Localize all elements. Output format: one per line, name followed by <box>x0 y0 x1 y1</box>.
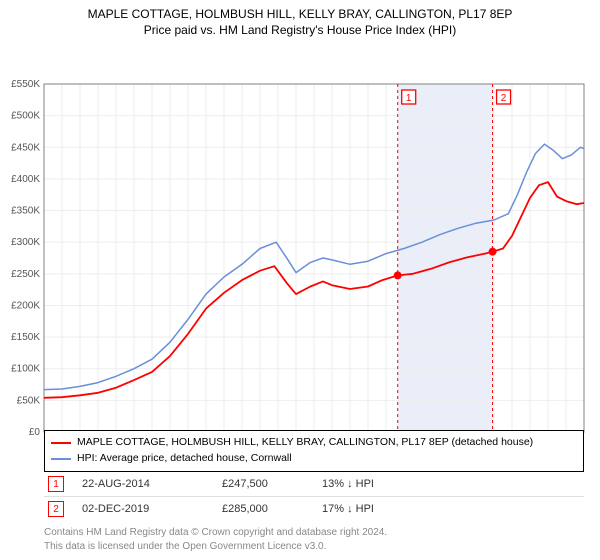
svg-text:£400K: £400K <box>11 174 40 185</box>
legend-item: MAPLE COTTAGE, HOLMBUSH HILL, KELLY BRAY… <box>51 435 577 451</box>
svg-text:£250K: £250K <box>11 269 40 280</box>
chart-title: MAPLE COTTAGE, HOLMBUSH HILL, KELLY BRAY… <box>0 0 600 38</box>
event-date: 22-AUG-2014 <box>82 478 222 490</box>
svg-text:£550K: £550K <box>11 79 40 90</box>
svg-text:£50K: £50K <box>17 396 41 407</box>
svg-text:£200K: £200K <box>11 301 40 312</box>
event-marker: 1 <box>48 476 64 492</box>
title-line-1: MAPLE COTTAGE, HOLMBUSH HILL, KELLY BRAY… <box>0 6 600 22</box>
svg-text:£500K: £500K <box>11 111 40 122</box>
chart-legend: MAPLE COTTAGE, HOLMBUSH HILL, KELLY BRAY… <box>44 430 584 472</box>
event-price: £247,500 <box>222 478 322 490</box>
svg-text:£150K: £150K <box>11 332 40 343</box>
event-date: 02-DEC-2019 <box>82 503 222 515</box>
legend-item: HPI: Average price, detached house, Corn… <box>51 451 577 467</box>
event-price: £285,000 <box>222 503 322 515</box>
footer-line-2: This data is licensed under the Open Gov… <box>44 540 584 554</box>
footer-attribution: Contains HM Land Registry data © Crown c… <box>44 526 584 553</box>
svg-text:2: 2 <box>501 93 507 104</box>
svg-text:£450K: £450K <box>11 143 40 154</box>
event-row: 1 22-AUG-2014£247,50013% ↓ HPI <box>44 472 584 497</box>
svg-text:£350K: £350K <box>11 206 40 217</box>
title-line-2: Price paid vs. HM Land Registry's House … <box>0 22 600 38</box>
legend-label: HPI: Average price, detached house, Corn… <box>77 451 292 467</box>
svg-text:1: 1 <box>406 93 412 104</box>
footer-line-1: Contains HM Land Registry data © Crown c… <box>44 526 584 540</box>
legend-swatch <box>51 442 71 444</box>
event-marker: 2 <box>48 501 64 517</box>
svg-text:£0: £0 <box>29 427 41 436</box>
event-table: 1 22-AUG-2014£247,50013% ↓ HPI 2 02-DEC-201… <box>44 472 584 521</box>
line-chart: £0 £50K £100K £150K £200K £250K £300K £350K £400… <box>0 38 600 436</box>
legend-label: MAPLE COTTAGE, HOLMBUSH HILL, KELLY BRAY… <box>77 435 533 451</box>
event-pct: 13% ↓ HPI <box>322 478 442 490</box>
event-row: 2 02-DEC-2019£285,00017% ↓ HPI <box>44 497 584 521</box>
legend-swatch <box>51 458 71 460</box>
svg-text:£100K: £100K <box>11 364 40 375</box>
svg-text:£300K: £300K <box>11 238 40 249</box>
event-pct: 17% ↓ HPI <box>322 503 442 515</box>
